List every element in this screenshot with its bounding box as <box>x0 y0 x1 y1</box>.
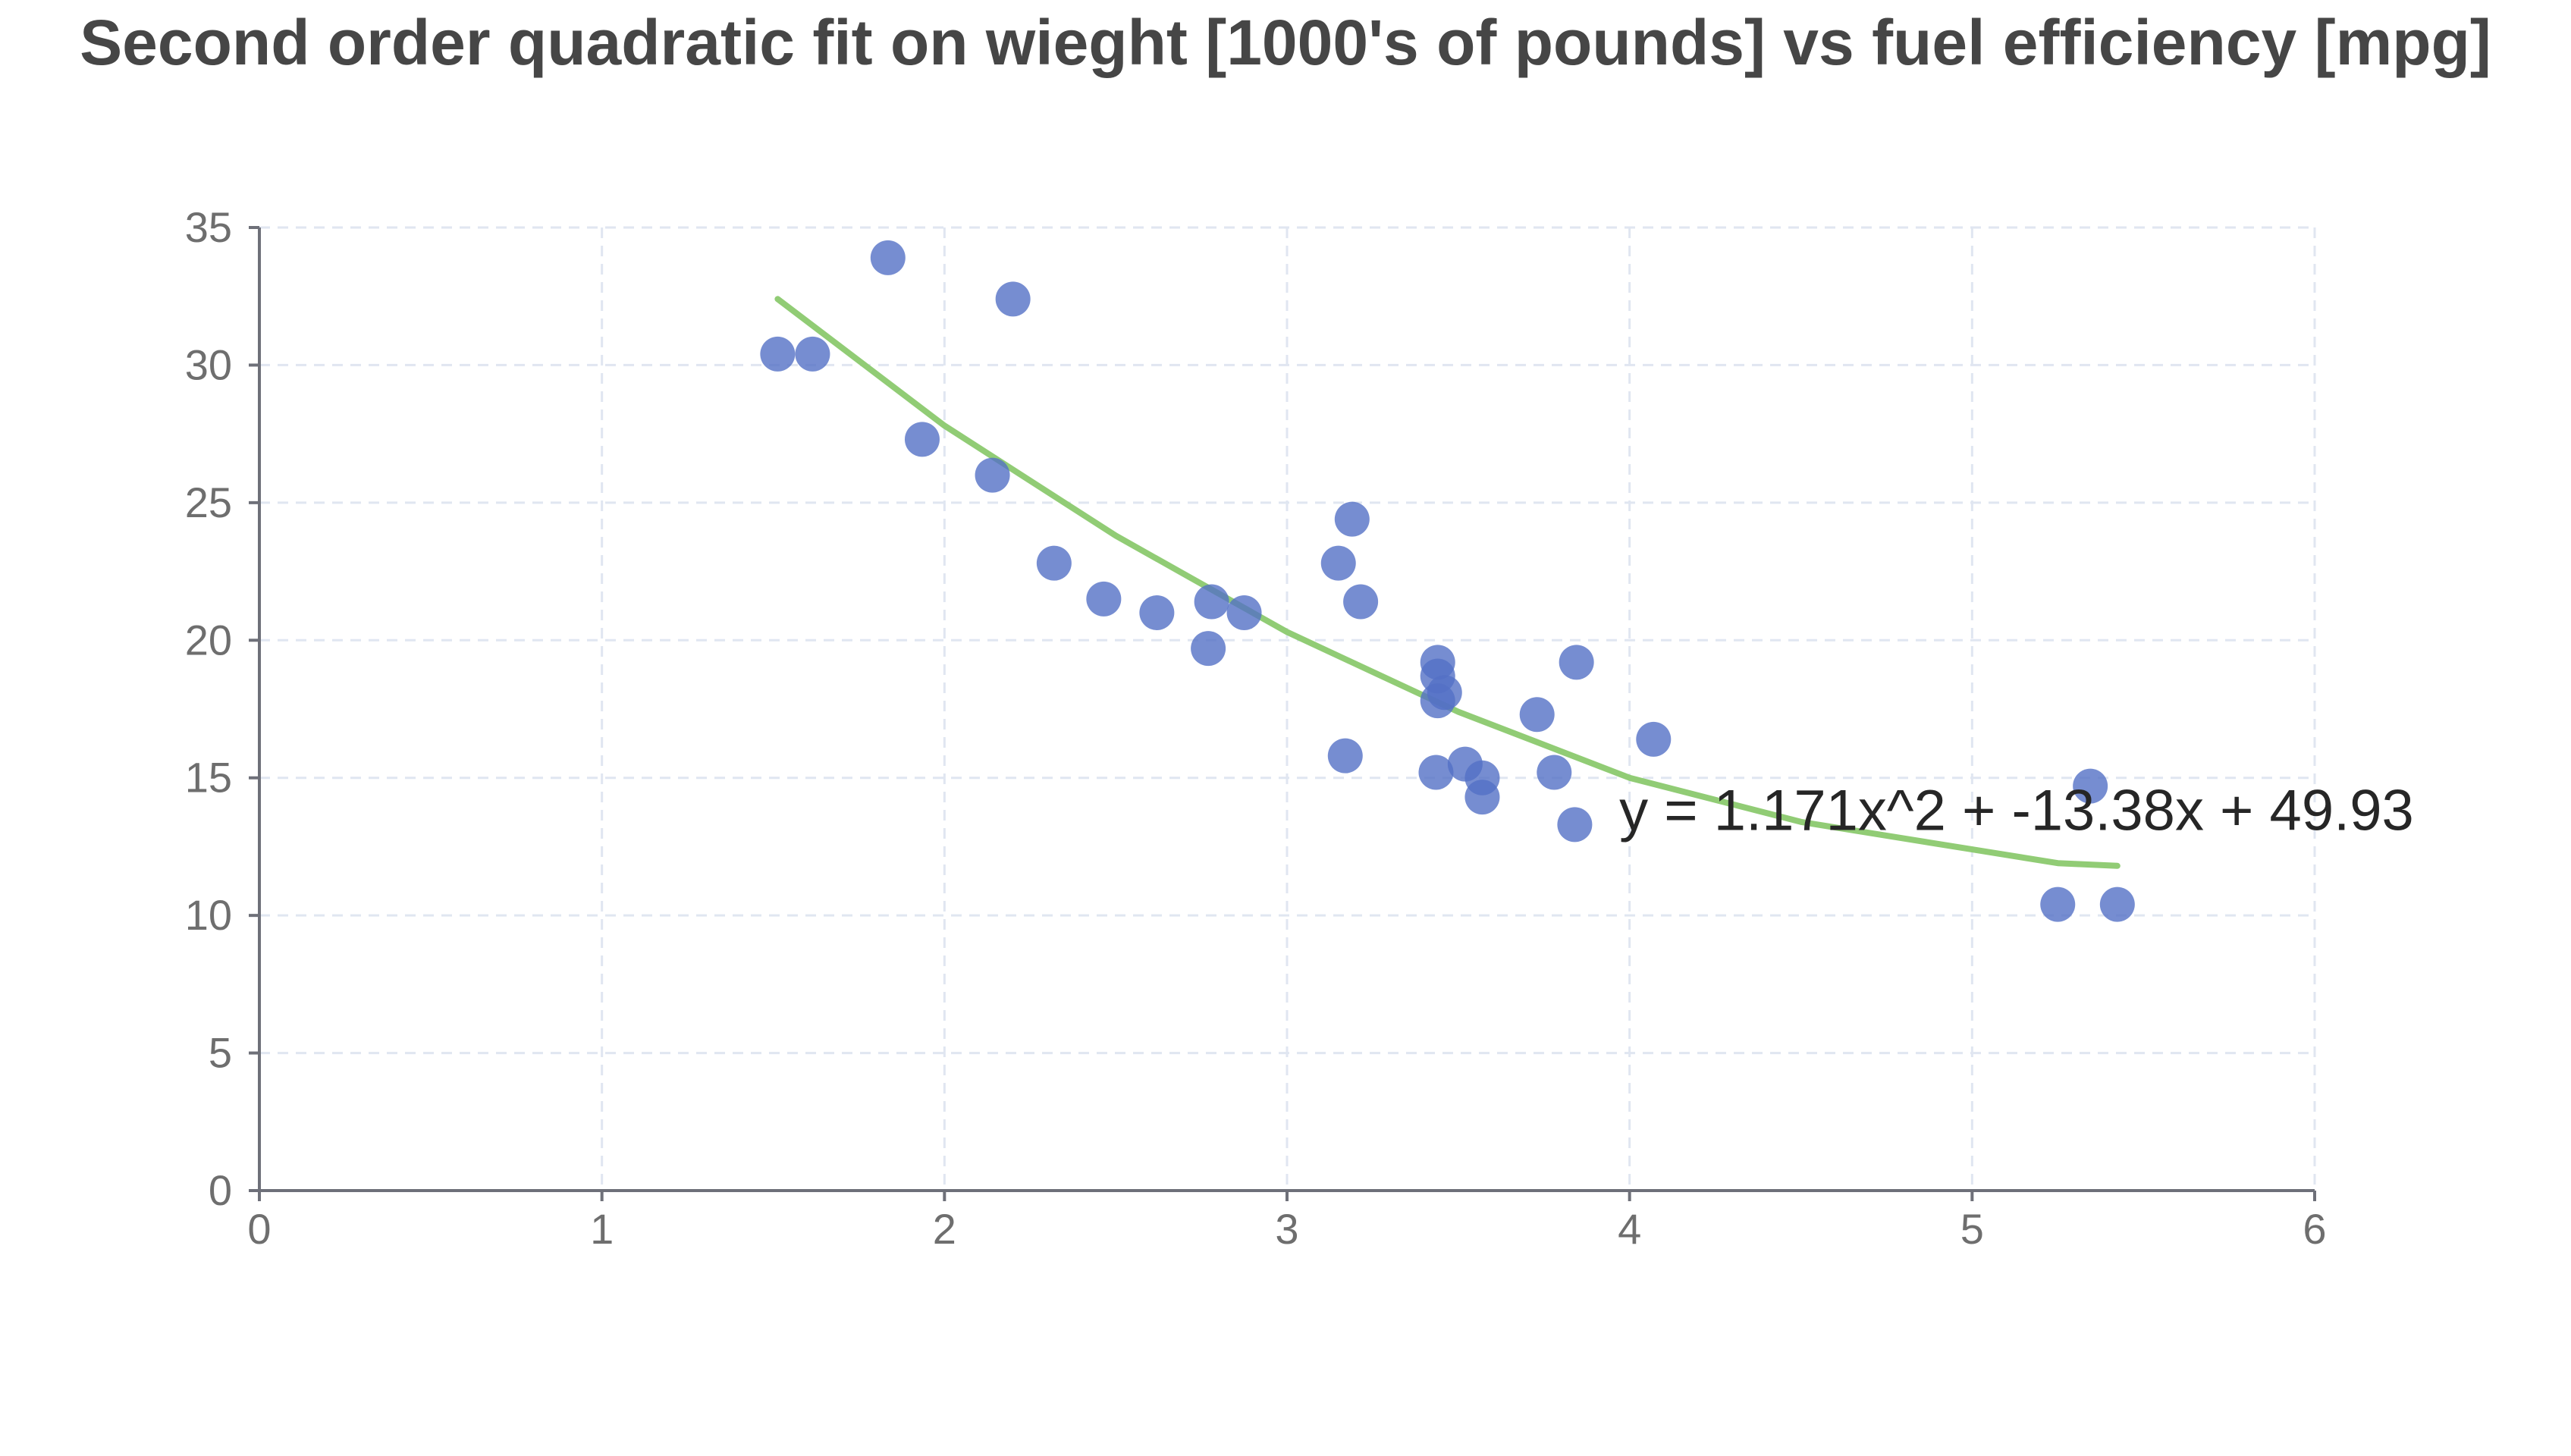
data-point-12 <box>1519 697 1555 733</box>
data-point-26 <box>975 457 1010 493</box>
y-tick-label-15: 15 <box>185 754 232 802</box>
y-tick-label-30: 30 <box>185 340 232 388</box>
scatter-points <box>760 240 2135 922</box>
data-point-14 <box>2040 886 2076 922</box>
data-point-29 <box>1191 631 1226 667</box>
y-tick-label-35: 35 <box>185 203 232 251</box>
data-point-13 <box>1537 755 1572 790</box>
data-point-10 <box>1420 683 1455 719</box>
x-tick-label-3: 3 <box>1275 1205 1298 1253</box>
data-point-19 <box>870 240 906 275</box>
data-point-25 <box>904 422 940 457</box>
data-point-1 <box>1226 595 1262 630</box>
chart-title: Second order quadratic fit on wieght [10… <box>80 7 2491 78</box>
data-point-31 <box>1194 584 1229 620</box>
fit-line <box>774 296 2121 869</box>
data-point-2 <box>1036 545 1072 581</box>
x-tick-label-4: 4 <box>1618 1205 1641 1253</box>
y-tick-label-20: 20 <box>185 616 232 664</box>
data-point-24 <box>1559 645 1594 680</box>
x-tick-label-2: 2 <box>933 1205 956 1253</box>
data-point-18 <box>795 336 830 372</box>
data-point-27 <box>760 336 796 372</box>
y-tick-label-5: 5 <box>209 1029 232 1077</box>
data-point-9 <box>1420 645 1455 680</box>
x-tick-label-6: 6 <box>2303 1205 2326 1253</box>
data-point-20 <box>1086 581 1122 617</box>
data-point-3 <box>1343 584 1379 620</box>
data-point-30 <box>1464 760 1500 795</box>
y-tick-label-0: 0 <box>209 1166 232 1214</box>
y-tick-label-25: 25 <box>185 479 232 526</box>
data-point-8 <box>1320 545 1356 581</box>
x-tick-label-0: 0 <box>247 1205 271 1253</box>
data-point-0 <box>1139 595 1175 630</box>
x-tick-label-1: 1 <box>590 1205 614 1253</box>
data-point-28 <box>1327 738 1363 774</box>
axes: 0 1 2 3 4 5 6 0 5 10 15 20 25 30 35 <box>185 203 2327 1253</box>
data-point-11 <box>1636 721 1672 757</box>
annotation-layer: y = 1.171x^2 + -13.38x + 49.93 <box>1619 779 2414 843</box>
grid-lines <box>259 226 2316 1191</box>
y-tick-label-10: 10 <box>185 891 232 939</box>
data-point-23 <box>1557 807 1593 843</box>
data-point-22 <box>1418 755 1454 790</box>
data-point-16 <box>2073 768 2108 804</box>
x-tick-label-5: 5 <box>1960 1205 1984 1253</box>
fit-line-layer <box>774 296 2121 869</box>
data-point-17 <box>995 281 1031 317</box>
fit-equation-annotation: y = 1.171x^2 + -13.38x + 49.93 <box>1619 779 2414 843</box>
data-point-7 <box>1334 501 1370 537</box>
data-point-15 <box>2099 886 2135 922</box>
